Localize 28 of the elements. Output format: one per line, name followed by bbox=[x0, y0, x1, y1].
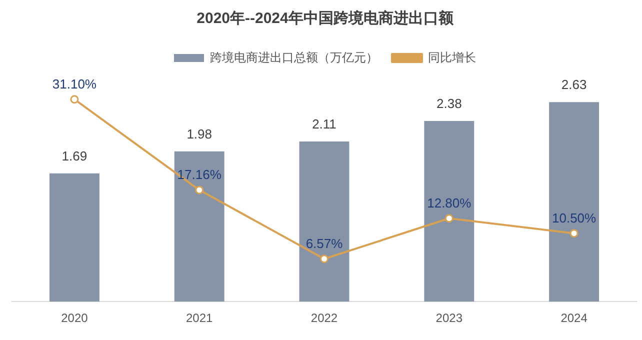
data-label: 17.16% bbox=[177, 167, 222, 182]
point bbox=[570, 229, 578, 238]
point bbox=[70, 95, 79, 104]
data-label: 2.38 bbox=[436, 96, 462, 112]
bar bbox=[549, 102, 600, 302]
data-label: 10.50% bbox=[552, 210, 597, 226]
bar bbox=[424, 121, 474, 302]
x-tick-label: 2022 bbox=[310, 311, 338, 326]
x-tick-label: 2021 bbox=[186, 311, 214, 326]
legend-label: 跨境电商进出口总额（万亿元） bbox=[210, 50, 378, 64]
data-label: 1.69 bbox=[62, 148, 88, 164]
point bbox=[195, 186, 204, 194]
chart-title: 2020年--2024年中国跨境电商进出口额 bbox=[196, 9, 454, 28]
legend-label: 同比增长 bbox=[428, 50, 476, 64]
data-label: 12.80% bbox=[427, 195, 472, 210]
x-tick-label: 2024 bbox=[560, 311, 588, 326]
data-label: 2.63 bbox=[561, 77, 587, 92]
x-tick-label: 2020 bbox=[61, 311, 88, 326]
point bbox=[320, 254, 328, 264]
data-label: 6.57% bbox=[306, 236, 344, 251]
bar bbox=[299, 142, 350, 302]
data-label: 2.11 bbox=[312, 116, 336, 132]
bar bbox=[174, 151, 224, 302]
data-label: 31.10% bbox=[52, 76, 97, 92]
bar bbox=[49, 173, 100, 302]
point bbox=[444, 214, 454, 223]
x-tick-label: 2023 bbox=[436, 311, 463, 326]
data-label: 1.98 bbox=[186, 126, 212, 142]
